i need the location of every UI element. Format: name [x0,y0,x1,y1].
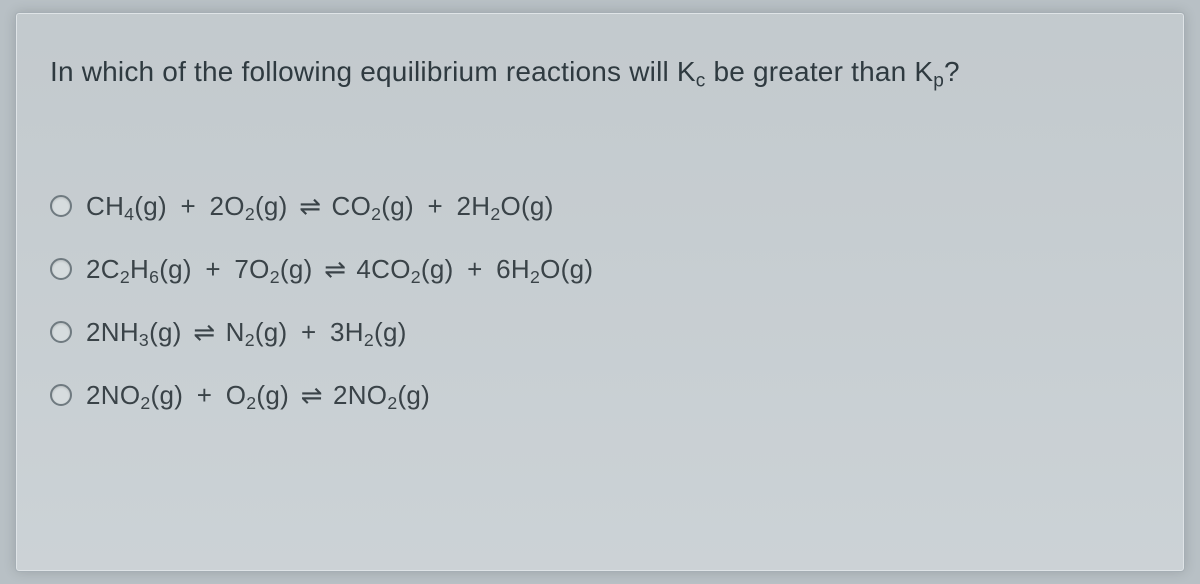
option-nh3[interactable]: 2NH3(g) ⇌ N2(g) + 3H2(g) [50,317,1150,348]
question-prefix: In which of the following equilibrium re… [50,56,696,87]
radio-icon[interactable] [50,195,72,217]
equation-text: CH4(g) + 2O2(g) ⇌ CO2(g) + 2H2O(g) [86,191,554,222]
equation-text: 2NO2(g) + O2(g) ⇌ 2NO2(g) [86,380,430,411]
option-ch4[interactable]: CH4(g) + 2O2(g) ⇌ CO2(g) + 2H2O(g) [50,191,1150,222]
question-suffix: ? [944,56,960,87]
option-no2[interactable]: 2NO2(g) + O2(g) ⇌ 2NO2(g) [50,380,1150,411]
question-text: In which of the following equilibrium re… [50,53,1150,91]
question-mid: be greater than K [705,56,933,87]
radio-icon[interactable] [50,258,72,280]
radio-icon[interactable] [50,384,72,406]
equation-text: 2NH3(g) ⇌ N2(g) + 3H2(g) [86,317,407,348]
equation-text: 2C2H6(g) + 7O2(g) ⇌ 4CO2(g) + 6H2O(g) [86,254,593,285]
question-card: In which of the following equilibrium re… [15,12,1185,572]
option-c2h6[interactable]: 2C2H6(g) + 7O2(g) ⇌ 4CO2(g) + 6H2O(g) [50,254,1150,285]
question-sub-p: p [933,70,944,91]
radio-icon[interactable] [50,321,72,343]
options-list: CH4(g) + 2O2(g) ⇌ CO2(g) + 2H2O(g) 2C2H6(… [50,191,1150,411]
